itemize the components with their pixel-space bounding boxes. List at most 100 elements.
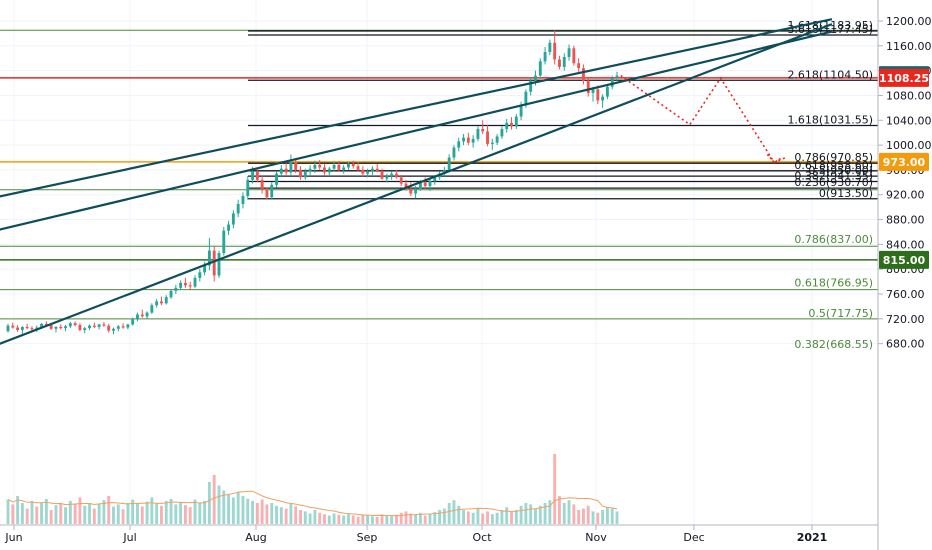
candle-body [251, 171, 254, 180]
candle-body [490, 142, 494, 144]
candle-body [375, 168, 379, 172]
volume-bar [131, 499, 135, 524]
volume-bar [514, 510, 518, 524]
candle-body [562, 56, 566, 67]
volume-bar [591, 511, 595, 524]
volume-bar [289, 503, 293, 524]
fib-label: 0.5(717.75) [808, 307, 873, 320]
volume-bar [246, 498, 250, 524]
volume-bar [116, 504, 120, 524]
candle-body [366, 171, 370, 174]
candle [150, 303, 154, 314]
candle-body [605, 86, 609, 97]
candle-body [64, 326, 67, 329]
volume-bar [83, 505, 87, 524]
trendlines[interactable] [0, 18, 833, 348]
candle [212, 245, 216, 282]
candle [394, 169, 398, 179]
fib-label: 0.236(930.70) [794, 176, 873, 189]
candle-body [174, 287, 178, 291]
volume-bar [255, 503, 259, 524]
volume-bar [121, 509, 125, 524]
volume-bar [44, 498, 48, 524]
candle [538, 58, 542, 79]
candle [83, 326, 87, 334]
volume-bar [183, 505, 187, 524]
candle-body [169, 290, 173, 298]
volume-bar [361, 514, 365, 524]
candle-body [476, 128, 480, 139]
horizontal-levels [0, 29, 878, 320]
candle-body [567, 48, 571, 57]
candle-body [116, 326, 120, 329]
volume-bar [299, 510, 302, 524]
volume-bar [179, 502, 183, 524]
price-tick-label: 880.00 [886, 214, 925, 227]
candle [217, 250, 221, 278]
candle [289, 154, 293, 177]
volume-bar [236, 492, 240, 524]
candle [490, 138, 494, 151]
time-axis[interactable]: Jun Jul Aug Sep Oct Nov Dec 2021 [4, 525, 827, 544]
price-tag: 1108.25 [879, 68, 929, 87]
price-tag-label: 973.00 [883, 156, 926, 169]
candle-body [337, 164, 341, 170]
candle-body [380, 171, 384, 179]
volume-bar [538, 505, 542, 524]
candle [366, 168, 370, 178]
volume-bar [126, 503, 130, 524]
price-tag-box [879, 68, 929, 87]
volume-bar [534, 508, 537, 524]
candle-body [255, 171, 259, 180]
candle [601, 94, 605, 108]
volume-bar [275, 505, 278, 524]
candle-body [529, 80, 533, 92]
candle-body [347, 163, 350, 168]
candle-body [303, 171, 307, 178]
candle [265, 187, 269, 200]
candle-body [217, 253, 221, 276]
candle-body [289, 162, 293, 173]
time-tick-label: Sep [357, 531, 378, 544]
volume-bar [476, 508, 480, 524]
candle-body [361, 169, 365, 174]
time-tick-label: Jul [122, 531, 136, 544]
candle [414, 186, 418, 199]
candle-body [30, 328, 34, 330]
volume-bar [418, 512, 422, 524]
volume-bar [356, 517, 360, 524]
candle-body [308, 168, 312, 172]
volume-bar [581, 508, 585, 524]
candle-body [466, 137, 470, 143]
fib-label: 0.382(941.35) [794, 169, 873, 182]
candle-body [284, 168, 288, 173]
volume-bar [394, 514, 398, 524]
time-tick-label: Nov [585, 531, 607, 544]
candle [361, 166, 365, 177]
volume-bar [423, 515, 427, 524]
volume-bar [558, 496, 561, 524]
volume-bar [251, 500, 254, 524]
volume-bar [40, 503, 44, 524]
candle-body [198, 272, 202, 278]
candle [136, 312, 139, 322]
volume-bar [428, 513, 432, 524]
trendline [0, 30, 833, 231]
volume-bar [217, 485, 221, 524]
candle-body [442, 169, 446, 174]
candle [385, 173, 389, 183]
candle [514, 114, 518, 129]
volume-bar [543, 503, 547, 524]
time-tick-label: 2021 [797, 531, 828, 544]
candle [486, 125, 489, 147]
volume-bar [567, 500, 571, 524]
candle [505, 119, 509, 133]
candle [323, 163, 326, 175]
candle [308, 164, 312, 177]
volume-bar [457, 505, 461, 524]
time-tick-label: Oct [472, 531, 492, 544]
volume-bar [270, 503, 274, 524]
candle-body [553, 42, 557, 60]
volume-bar [409, 513, 413, 524]
